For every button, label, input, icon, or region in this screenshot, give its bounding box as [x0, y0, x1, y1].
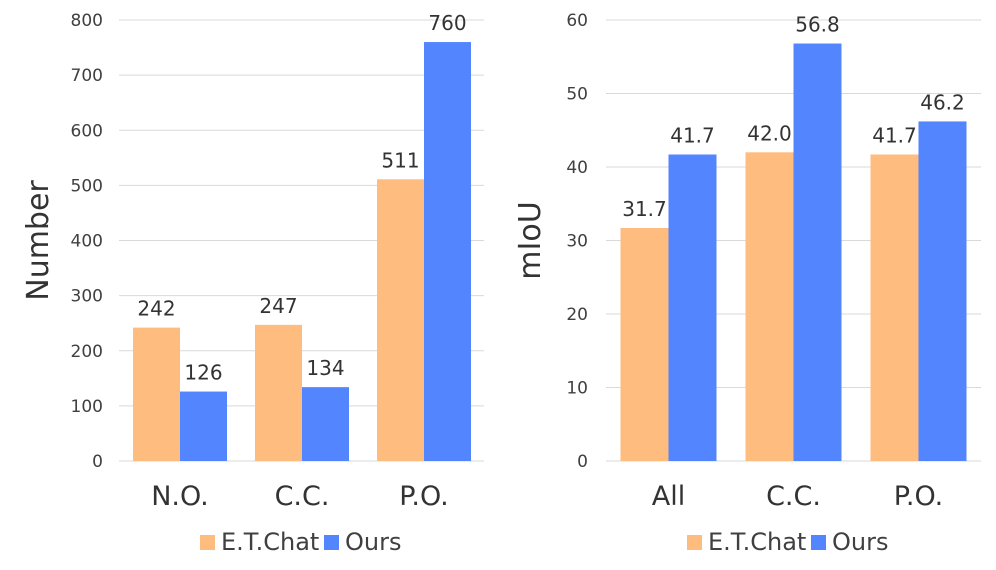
bar-ours — [424, 42, 471, 462]
x-category-label: P.O. — [894, 481, 943, 512]
data-label: 56.8 — [795, 13, 840, 37]
legend-label: E.T.Chat — [221, 528, 319, 556]
x-category-label: N.O. — [151, 481, 209, 512]
y-tick-label: 800 — [71, 11, 103, 31]
y-tick-label: 30 — [566, 232, 588, 252]
x-category-label: All — [652, 481, 685, 512]
y-tick-label: 400 — [71, 232, 103, 252]
bar-et-chat — [377, 179, 424, 461]
y-tick-label: 60 — [566, 11, 588, 31]
bar-et-chat — [870, 154, 919, 461]
bar-et-chat — [745, 152, 794, 462]
legend-label: Ours — [832, 528, 888, 556]
data-label: 126 — [184, 361, 222, 385]
y-axis-title: Number — [21, 180, 56, 301]
legend-swatch — [811, 535, 826, 550]
data-label: 41.7 — [872, 124, 917, 148]
bar-ours — [668, 154, 717, 461]
x-category-label: C.C. — [766, 481, 821, 512]
y-tick-label: 500 — [71, 176, 103, 196]
data-label: 46.2 — [920, 90, 965, 114]
y-tick-label: 300 — [71, 287, 103, 307]
bar-et-chat — [255, 324, 302, 461]
y-tick-label: 100 — [71, 397, 103, 417]
data-label: 134 — [306, 356, 344, 380]
y-tick-label: 20 — [566, 305, 588, 325]
y-tick-label: 40 — [566, 158, 588, 178]
data-label: 247 — [259, 294, 297, 318]
bar-et-chat — [133, 327, 180, 461]
number-chart: 0 100 200 300 400 500 600 700 800 Number 242 126 N.O… — [21, 11, 484, 556]
y-tick-label: 700 — [71, 66, 103, 86]
y-tick-label: 50 — [566, 85, 588, 105]
miou-chart: 0 10 20 30 40 50 60 mIoU 31.7 41.7 All 42.0 56.8 C.C.… — [513, 11, 981, 556]
x-category-label: P.O. — [399, 481, 448, 512]
y-tick-label: 10 — [566, 379, 588, 399]
legend-swatch — [324, 535, 339, 550]
data-label: 760 — [428, 11, 466, 35]
y-axis-title: mIoU — [513, 201, 548, 279]
y-tick-label: 200 — [71, 342, 103, 362]
y-tick-label: 0 — [92, 452, 103, 472]
x-category-label: C.C. — [275, 481, 330, 512]
bar-ours — [793, 43, 842, 462]
legend-swatch — [200, 535, 215, 550]
data-label: 41.7 — [670, 124, 715, 148]
bar-et-chat — [620, 228, 669, 461]
legend-label: Ours — [345, 528, 401, 556]
y-tick-label: 0 — [577, 452, 588, 472]
legend-swatch — [687, 535, 702, 550]
data-label: 242 — [137, 297, 175, 321]
bar-ours — [918, 121, 967, 462]
y-tick-label: 600 — [71, 121, 103, 141]
bar-ours — [302, 387, 349, 461]
legend-label: E.T.Chat — [708, 528, 806, 556]
bar-ours — [180, 391, 227, 461]
data-label: 31.7 — [622, 197, 667, 221]
data-label: 42.0 — [747, 121, 792, 145]
data-label: 511 — [381, 148, 419, 172]
